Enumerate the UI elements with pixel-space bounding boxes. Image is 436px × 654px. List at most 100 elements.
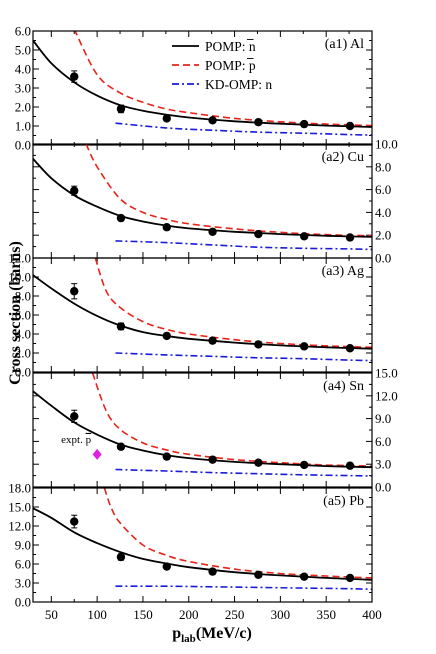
data-point xyxy=(345,461,355,470)
data-point xyxy=(300,232,309,241)
y-tick-label: 15.0 xyxy=(8,500,31,515)
legend-entry-label: POMP: p xyxy=(205,58,256,73)
legend-entry-text: POMP: xyxy=(205,39,249,54)
y-tick-label: 9.0 xyxy=(15,538,31,553)
data-point xyxy=(254,458,263,467)
data-point xyxy=(208,567,217,576)
pomp-nbar-curve xyxy=(33,39,372,128)
data-point xyxy=(70,186,79,195)
panel-label: (a5) Pb xyxy=(323,494,364,509)
data-point xyxy=(300,342,309,351)
panel-4: 0.0 3.0 6.0 9.0 12.0 15.0 (a4) Sn expt. p xyxy=(32,366,398,495)
data-point xyxy=(162,331,171,341)
y-tick-label: 2.0 xyxy=(15,346,31,361)
x-tick-label: 200 xyxy=(179,607,199,622)
x-tick-label: 250 xyxy=(225,607,245,622)
y-tick-label: 3.0 xyxy=(15,576,31,591)
pomp-nbar-curve xyxy=(33,507,372,581)
y-tick-label: 1.0 xyxy=(15,119,31,134)
legend-entry-label: POMP: n xyxy=(205,39,256,54)
x-tick-label: 150 xyxy=(133,607,153,622)
data-point xyxy=(208,455,217,464)
data-point xyxy=(254,340,263,349)
y-tick-label: 18.0 xyxy=(8,481,31,496)
data-point xyxy=(300,119,309,129)
data-point xyxy=(208,227,217,236)
data-point xyxy=(254,570,263,579)
x-axis-title-sub: lab xyxy=(181,633,196,645)
y-tick-label: 3.0 xyxy=(15,81,31,96)
pomp-nbar-curve xyxy=(33,158,372,238)
y-tick-label: 6.0 xyxy=(15,24,31,39)
x-axis-title-main: p xyxy=(172,625,181,642)
data-point xyxy=(162,452,171,461)
panel-label: (a4) Sn xyxy=(323,379,364,394)
y-tick-label: 6.0 xyxy=(375,434,391,449)
legend-entry-label: KD-OMP: n xyxy=(205,77,272,92)
data-point xyxy=(345,233,355,242)
data-point xyxy=(162,223,171,232)
y-tick-label: 5.0 xyxy=(15,43,31,58)
data-point xyxy=(70,287,79,296)
panel-frame xyxy=(32,257,373,373)
y-tick-label: 15.0 xyxy=(375,366,398,381)
x-axis-title: plab(MeV/c) xyxy=(172,625,252,645)
y-tick-label: 0.0 xyxy=(15,365,31,380)
y-tick-label: 12.0 xyxy=(8,519,31,534)
panel-2: 0.0 2.0 4.0 6.0 8.0 10.0 (a2) Cu xyxy=(32,137,398,266)
data-point xyxy=(116,322,126,331)
legend-entry-text: KD-OMP: n xyxy=(205,77,272,92)
x-tick-label: 350 xyxy=(316,607,336,622)
y-tick-label: 8.0 xyxy=(15,289,31,304)
data-point xyxy=(116,213,126,223)
y-tick-label: 0.0 xyxy=(375,480,391,495)
pomp-pbar-curve xyxy=(91,373,372,467)
x-axis-title-unit: (MeV/c) xyxy=(196,625,252,642)
expt-pbar-annotation-text: expt. xyxy=(61,434,85,446)
kd-omp-n-curve xyxy=(115,122,372,136)
expt-pbar-point xyxy=(92,448,102,460)
y-tick-label: 9.0 xyxy=(375,411,391,426)
data-point xyxy=(345,344,355,353)
y-tick-label: 2.0 xyxy=(375,228,391,243)
panel-frame xyxy=(32,372,373,488)
y-tick-label: 6.0 xyxy=(375,182,391,197)
y-tick-label: 6.0 xyxy=(15,308,31,323)
data-point xyxy=(300,460,309,470)
y-tick-label: 8.0 xyxy=(375,159,391,174)
expt-pbar-annotation-symbol: p xyxy=(86,434,92,446)
panel-1: 0.0 1.0 2.0 3.0 4.0 5.0 6.0 (a1) Al xyxy=(15,24,373,153)
x-tick-label: 400 xyxy=(362,607,382,622)
y-tick-label: 12.0 xyxy=(8,251,31,266)
panel-frame xyxy=(32,30,373,146)
y-tick-label: 0.0 xyxy=(15,595,31,610)
kd-omp-n-curve xyxy=(115,585,372,591)
data-point xyxy=(208,116,217,125)
panel-3: 0.0 2.0 4.0 6.0 8.0 10.0 12.0 (a3) Ag xyxy=(8,251,373,380)
panels-layer: 0.0 1.0 2.0 3.0 4.0 5.0 6.0 (a1) Al 0.0 2.0 4.0 6.0… xyxy=(8,24,398,623)
y-tick-label: 4.0 xyxy=(375,205,391,220)
legend-entry-symbol: p xyxy=(249,58,256,73)
panel-label: (a2) Cu xyxy=(322,150,364,165)
data-point xyxy=(208,336,217,345)
data-point xyxy=(70,412,79,421)
data-point xyxy=(70,72,79,81)
x-tick-label: 100 xyxy=(87,607,107,622)
expt-pbar-annotation: expt. p xyxy=(61,434,91,446)
data-point xyxy=(116,104,126,114)
y-tick-label: 0.0 xyxy=(375,251,391,266)
x-tick-label: 300 xyxy=(271,607,291,622)
x-tick-label: 50 xyxy=(45,607,58,622)
kd-omp-n-curve xyxy=(115,352,372,362)
y-tick-label: 3.0 xyxy=(375,457,391,472)
y-tick-label: 6.0 xyxy=(15,557,31,572)
panel-label: (a1) Al xyxy=(325,37,364,52)
data-point xyxy=(345,121,355,131)
kd-omp-n-curve xyxy=(115,240,372,251)
y-tick-label: 2.0 xyxy=(15,100,31,115)
legend-entry-text: POMP: xyxy=(205,58,249,73)
pomp-nbar-curve xyxy=(33,274,372,350)
y-tick-label: 4.0 xyxy=(15,327,31,342)
